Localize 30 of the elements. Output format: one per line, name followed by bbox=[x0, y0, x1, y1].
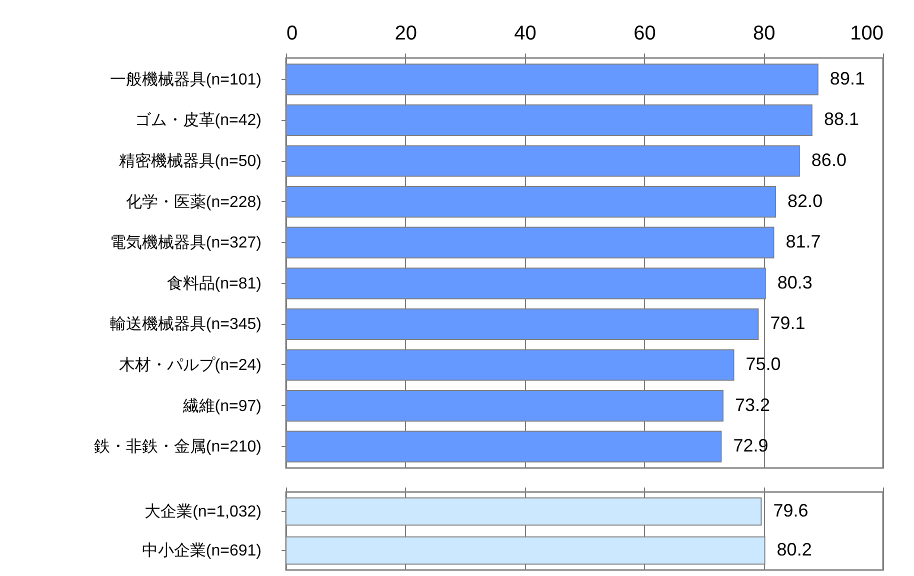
y-tick-label: 一般機械器具(n=101) bbox=[110, 70, 262, 88]
y-tick-label: 精密機械器具(n=50) bbox=[118, 152, 262, 170]
data-label: 79.6 bbox=[773, 500, 808, 520]
data-label: 73.2 bbox=[735, 394, 770, 415]
data-label: 82.0 bbox=[788, 190, 823, 211]
data-label: 80.2 bbox=[776, 540, 812, 560]
y-tick-label: 大企業(n=1,032) bbox=[144, 502, 262, 520]
y-tick-label: 食料品(n=81) bbox=[166, 274, 262, 292]
x-tick-label: 100 bbox=[850, 22, 884, 44]
y-tick-label: 繊維(n=97) bbox=[182, 396, 262, 415]
data-label: 81.7 bbox=[786, 232, 821, 252]
x-tick-label: 40 bbox=[514, 22, 536, 44]
data-label: 75.0 bbox=[746, 354, 781, 374]
x-tick-label: 80 bbox=[752, 22, 776, 44]
y-tick-label: 輸送機械器具(n=345) bbox=[110, 315, 262, 334]
y-tick-label: 化学・医薬(n=228) bbox=[126, 192, 262, 211]
data-label: 79.1 bbox=[770, 313, 806, 334]
x-tick-label: 60 bbox=[634, 22, 656, 44]
x-tick-label: 0 bbox=[286, 22, 298, 44]
data-label: 72.9 bbox=[733, 436, 768, 456]
y-tick-label: 電気機械器具(n=327) bbox=[110, 234, 262, 252]
y-tick-label: 木材・パルプ(n=24) bbox=[118, 356, 262, 374]
data-label: 86.0 bbox=[811, 150, 846, 170]
data-label: 88.1 bbox=[824, 109, 860, 130]
data-label: 80.3 bbox=[777, 272, 812, 292]
y-tick-label: ゴム・皮革(n=42) bbox=[134, 111, 262, 130]
y-tick-label: 鉄・非鉄・金属(n=210) bbox=[94, 438, 262, 456]
x-tick-label: 20 bbox=[394, 22, 418, 44]
y-tick-label: 中小企業(n=691) bbox=[142, 542, 262, 560]
data-label: 89.1 bbox=[830, 68, 865, 88]
